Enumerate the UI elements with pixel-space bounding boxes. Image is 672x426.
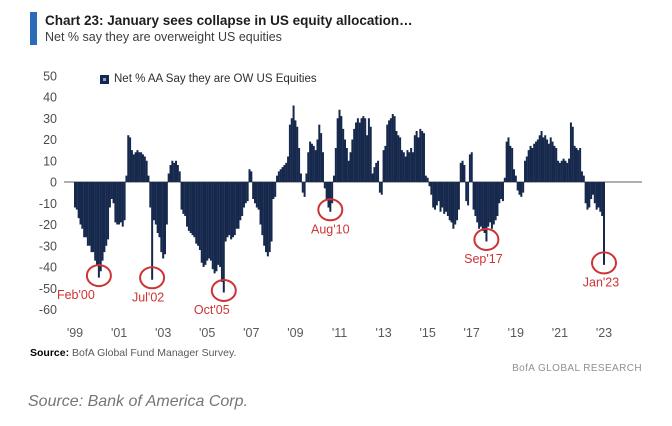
svg-text:'11: '11 (332, 326, 347, 340)
header-text: Chart 23: January sees collapse in US eq… (45, 12, 413, 45)
svg-text:-50: -50 (39, 282, 57, 296)
annotation-circle-icon (85, 264, 112, 288)
us-equity-allocation-bar-chart: 50 40 30 20 10 0 -10 -20 -30 -40 -50 -60 '99 '01 '03 '0… (39, 69, 642, 340)
page-caption: Source: Bank of America Corp. (28, 393, 248, 410)
chart-title: Chart 23: January sees collapse in US eq… (45, 13, 413, 28)
svg-text:'99: '99 (67, 326, 83, 340)
svg-text:'09: '09 (287, 326, 303, 340)
chart-subtitle: Net % say they are overweight US equitie… (45, 30, 282, 44)
annotation-label: Aug'10 (311, 222, 350, 236)
source-line: Source: BofA Global Fund Manager Survey. (30, 347, 236, 359)
svg-text:-20: -20 (39, 218, 57, 232)
bars-series (74, 105, 605, 293)
annotation-circle-icon (317, 198, 344, 222)
annotation-circle-icon (139, 266, 166, 290)
svg-text:'17: '17 (464, 326, 480, 340)
svg-text:40: 40 (43, 91, 57, 105)
annotation: Aug'10 (311, 198, 350, 236)
annotation-label: Jan'23 (583, 275, 619, 289)
legend-label: Net % AA Say they are OW US Equities (114, 73, 317, 85)
svg-text:'01: '01 (111, 326, 127, 340)
accent-bar (30, 12, 37, 45)
annotation-label: Sep'17 (464, 252, 503, 266)
svg-text:'21: '21 (552, 326, 568, 340)
annotation: Jan'23 (583, 251, 619, 289)
svg-text:'03: '03 (155, 326, 171, 340)
annotation-circle-icon (591, 251, 617, 275)
annotation-circle-icon (210, 279, 237, 302)
annotation-circle-icon (473, 228, 500, 251)
annotation: Sep'17 (464, 228, 503, 266)
annotation: Feb'00 (57, 264, 112, 302)
svg-text:-10: -10 (39, 197, 57, 211)
svg-text:'05: '05 (199, 326, 215, 340)
annotations: Feb'00 Jul'02 Oct'05 Aug'10 Sep'17 Jan'23 (57, 198, 619, 317)
svg-text:'13: '13 (375, 326, 391, 340)
svg-text:30: 30 (43, 112, 57, 126)
x-axis-labels: '99 '01 '03 '05 '07 '09 '11 '13 '15 '17 '19 '21 '23 (67, 326, 612, 340)
svg-text:-30: -30 (39, 239, 57, 253)
svg-text:'15: '15 (420, 326, 436, 340)
source-text: BofA Global Fund Manager Survey. (69, 347, 237, 359)
legend-marker-icon (100, 74, 109, 84)
svg-text:-60: -60 (39, 303, 57, 317)
svg-text:10: 10 (43, 154, 57, 168)
svg-text:'23: '23 (596, 326, 612, 340)
chart-header: Chart 23: January sees collapse in US eq… (30, 12, 413, 45)
chart-legend: Net % AA Say they are OW US Equities (100, 73, 317, 85)
svg-text:50: 50 (43, 69, 57, 83)
svg-text:'19: '19 (508, 326, 524, 340)
svg-text:'07: '07 (243, 326, 259, 340)
annotation-label: Feb'00 (57, 288, 95, 302)
y-axis-labels: 50 40 30 20 10 0 -10 -20 -30 -40 -50 -60 (39, 69, 57, 317)
annotation-label: Oct'05 (194, 303, 230, 317)
annotation: Jul'02 (132, 266, 166, 304)
annotation: Oct'05 (194, 279, 237, 317)
svg-text:20: 20 (43, 133, 57, 147)
brand-text: BofA GLOBAL RESEARCH (512, 363, 642, 374)
svg-text:0: 0 (50, 176, 57, 190)
annotation-label: Jul'02 (132, 290, 164, 304)
source-label: Source: (30, 347, 70, 359)
svg-text:-40: -40 (39, 261, 57, 275)
